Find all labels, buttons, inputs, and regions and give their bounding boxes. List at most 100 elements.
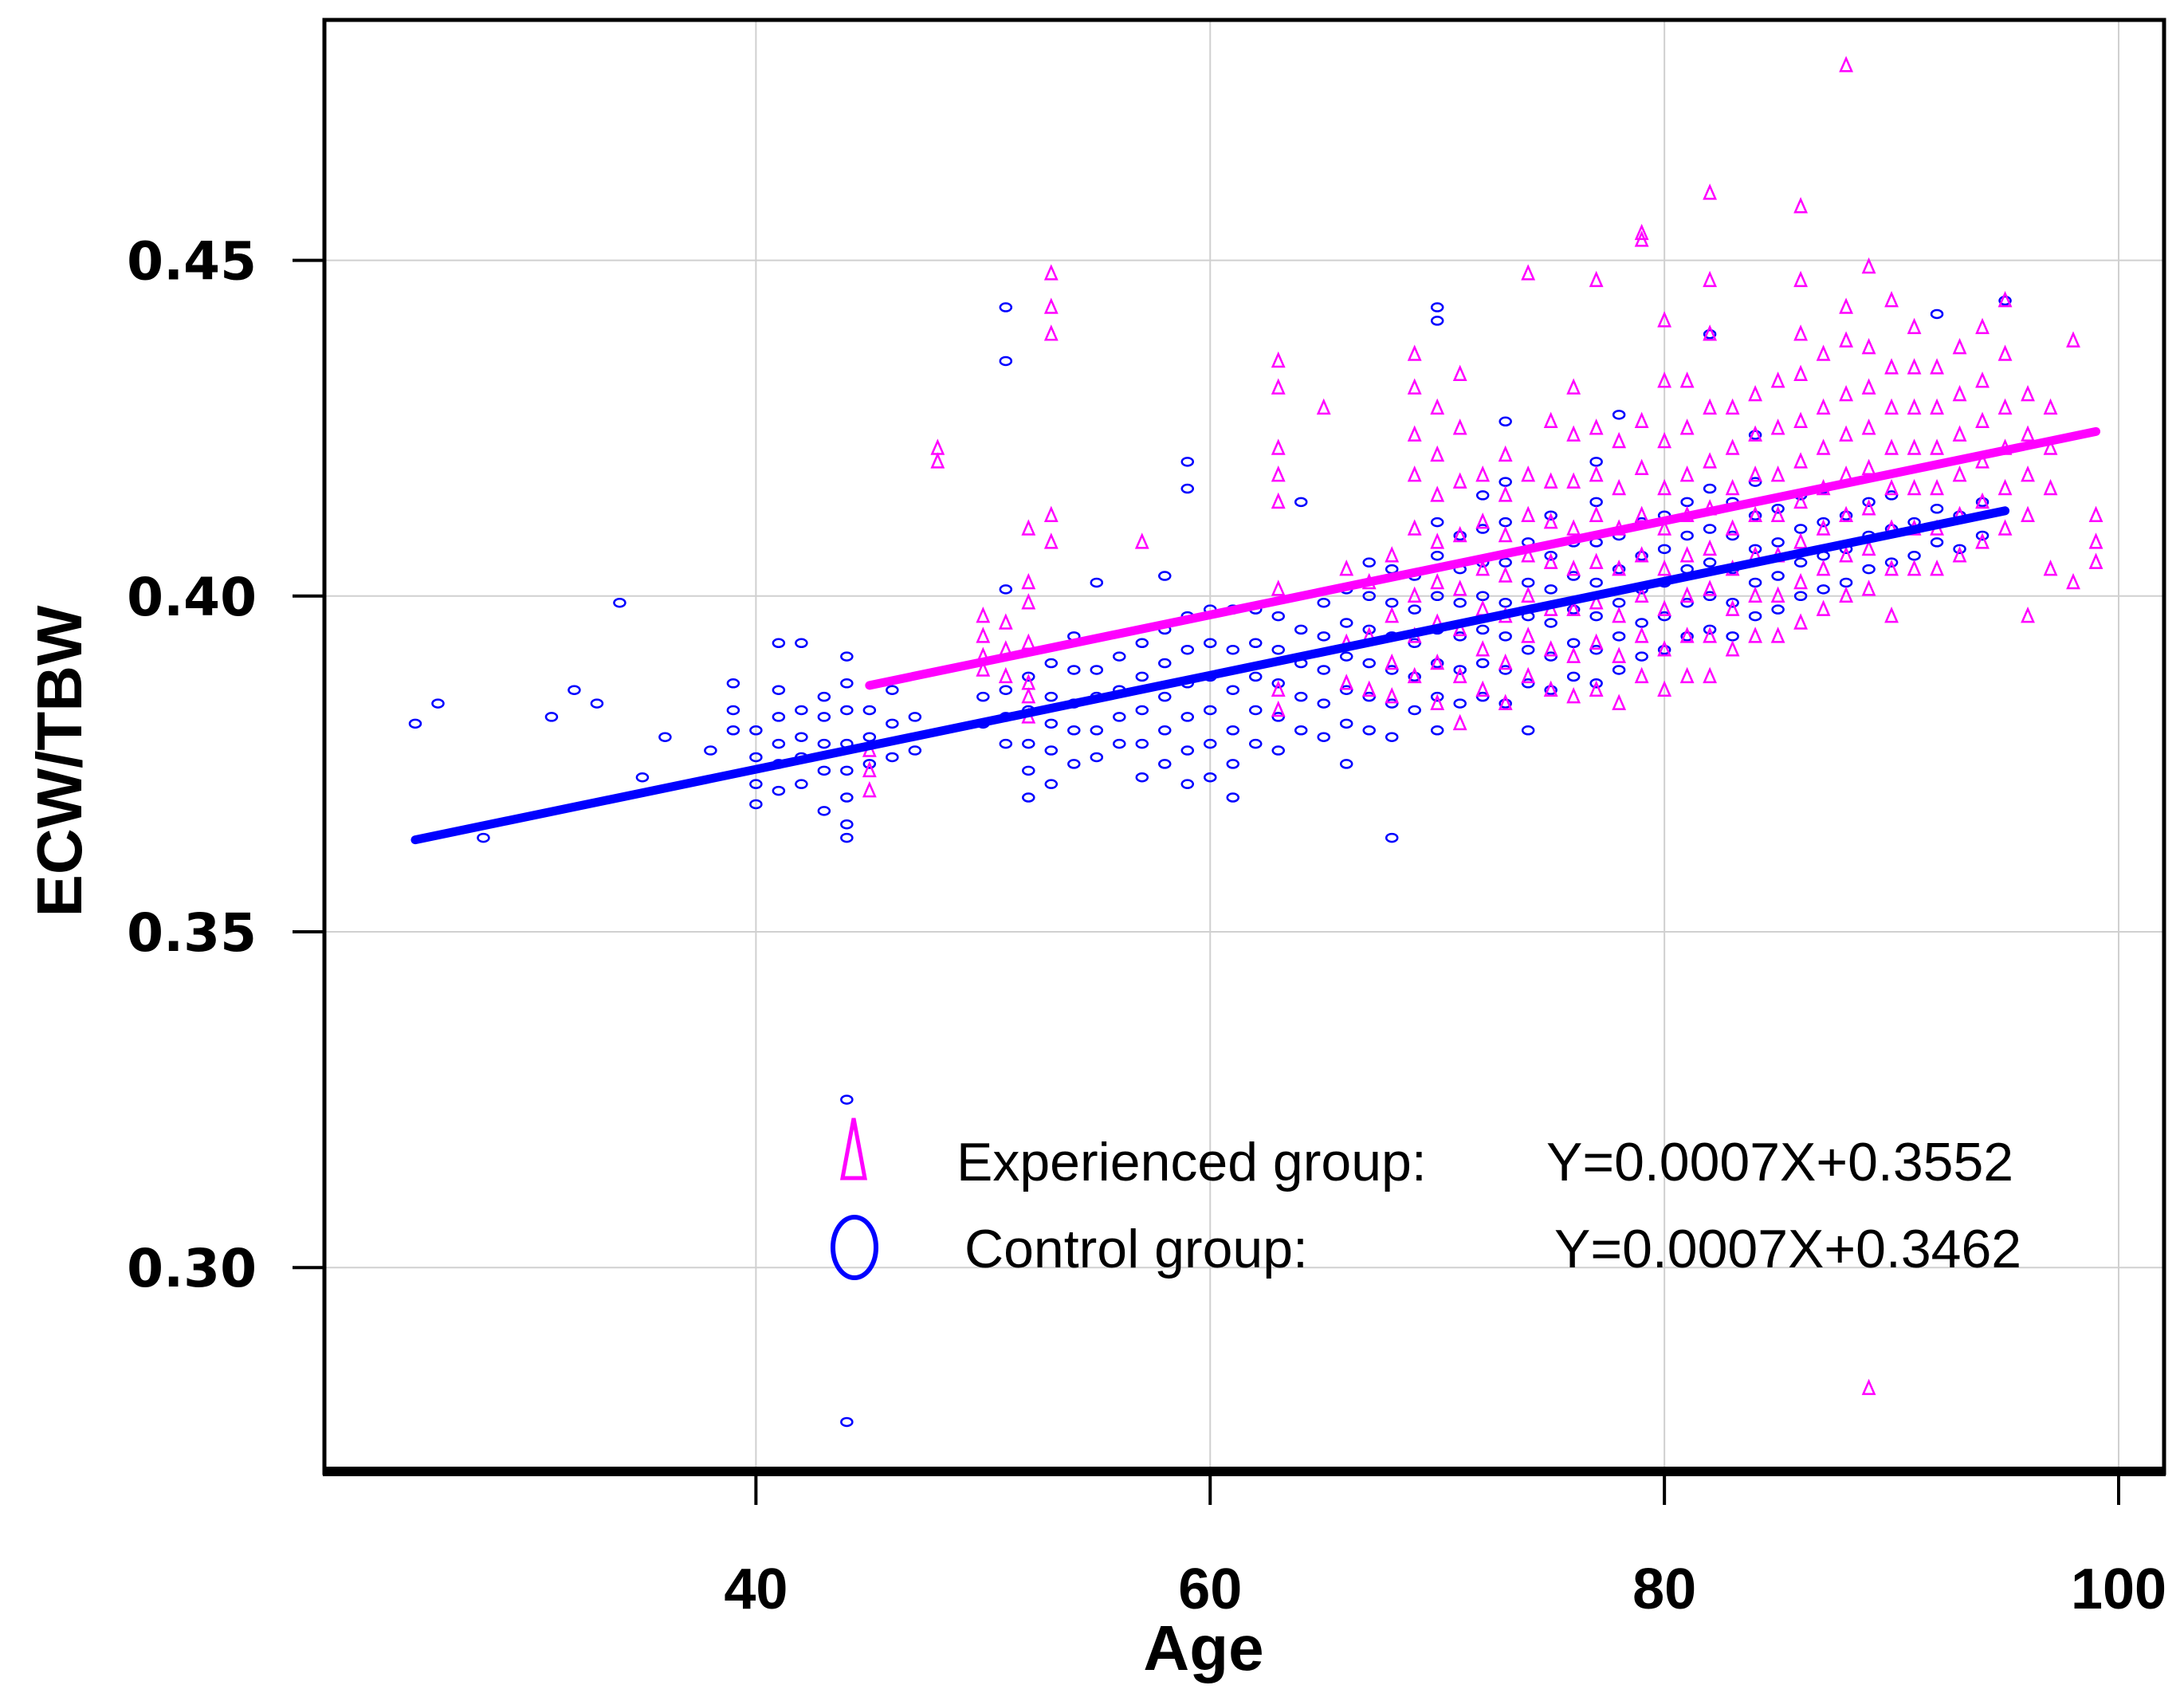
- experienced-point: [1770, 627, 1785, 643]
- experienced-point: [1839, 586, 1853, 603]
- control-point: [976, 691, 990, 702]
- experienced-point: [1703, 627, 1718, 643]
- experienced-point: [1452, 713, 1467, 731]
- experienced-point: [1566, 646, 1581, 663]
- experienced-point: [1521, 505, 1536, 522]
- control-point: [1862, 564, 1876, 575]
- experienced-point: [1703, 398, 1718, 415]
- experienced-point: [1452, 418, 1467, 435]
- experienced-point: [1952, 425, 1967, 442]
- control-point: [1362, 691, 1376, 702]
- control-point: [1408, 671, 1421, 682]
- experienced-point: [1816, 519, 1831, 536]
- experienced-point: [1703, 666, 1718, 684]
- experienced-point: [1725, 478, 1740, 496]
- experienced-point: [1521, 264, 1536, 281]
- control-point: [1362, 658, 1376, 669]
- control-point: [1453, 665, 1467, 675]
- control-point: [1339, 651, 1353, 662]
- control-point: [613, 597, 627, 608]
- control-point: [1022, 738, 1035, 749]
- control-point: [1158, 759, 1172, 769]
- control-point: [1612, 410, 1626, 420]
- control-point: [1022, 671, 1035, 682]
- experienced-point: [1816, 599, 1831, 616]
- experienced-point: [1385, 606, 1400, 623]
- experienced-point: [1657, 559, 1672, 576]
- control-point: [1385, 597, 1399, 608]
- control-point: [1248, 671, 1263, 682]
- control-point: [1499, 557, 1512, 568]
- control-point: [817, 691, 831, 702]
- control-point: [1113, 738, 1126, 749]
- control-point: [1499, 477, 1512, 487]
- experienced-point: [1043, 532, 1059, 549]
- control-point: [1998, 295, 2012, 306]
- experienced-point: [1657, 640, 1672, 657]
- experienced-point: [1930, 398, 1944, 415]
- y-tick-label: 0.30: [127, 1238, 257, 1299]
- control-point: [1430, 658, 1444, 669]
- experienced-point: [1725, 599, 1740, 616]
- control-point: [772, 685, 786, 695]
- x-tick-label: 40: [724, 1558, 788, 1621]
- control-point: [1430, 316, 1444, 326]
- experienced-point: [1975, 411, 1990, 429]
- axis-ticks: 40 60 80 100 0.30 0.35 0.40 0.45: [127, 231, 2166, 1621]
- control-point: [1566, 671, 1581, 682]
- grid: [324, 20, 2164, 1473]
- experienced-point: [1884, 438, 1899, 455]
- experienced-point: [1543, 513, 1558, 529]
- experienced-point: [1430, 653, 1445, 670]
- control-point: [1430, 691, 1444, 702]
- y-tick-label: 0.35: [127, 902, 257, 964]
- control-point: [1180, 745, 1195, 756]
- control-point: [1589, 497, 1603, 508]
- experienced-point: [1839, 331, 1853, 348]
- experienced-point: [1589, 418, 1604, 435]
- experienced-point: [976, 660, 991, 677]
- control-point: [862, 732, 877, 742]
- experienced-point: [2088, 532, 2103, 549]
- experienced-point: [1748, 627, 1763, 643]
- experienced-point: [1589, 270, 1604, 288]
- control-point: [408, 718, 422, 729]
- experienced-point: [1861, 1378, 1876, 1396]
- experienced-point: [1793, 532, 1809, 549]
- control-point: [908, 712, 922, 722]
- experienced-point: [1793, 452, 1809, 469]
- experienced-point: [1498, 525, 1513, 543]
- experienced-point: [1679, 466, 1695, 482]
- control-point: [1589, 457, 1603, 467]
- control-point: [1158, 691, 1172, 702]
- control-point: [1748, 477, 1762, 487]
- experienced-point: [1271, 438, 1286, 455]
- experienced-point: [1407, 466, 1422, 482]
- control-point: [862, 705, 877, 716]
- control-point: [1204, 638, 1217, 649]
- experienced-point: [1339, 559, 1354, 576]
- control-point: [1544, 510, 1557, 521]
- experienced-point: [1271, 378, 1286, 395]
- experienced-point: [1430, 398, 1445, 415]
- experienced-point: [1521, 586, 1536, 603]
- control-point: [1271, 644, 1285, 655]
- experienced-point: [1861, 337, 1876, 355]
- control-point: [840, 705, 854, 716]
- experienced-point: [1634, 411, 1649, 429]
- experienced-point: [1521, 546, 1536, 563]
- control-point: [1248, 738, 1263, 749]
- control-point: [1521, 725, 1535, 736]
- control-point: [840, 651, 854, 662]
- control-point: [1226, 759, 1240, 769]
- experienced-point: [1021, 633, 1036, 650]
- control-point: [1793, 524, 1808, 534]
- control-point: [1703, 591, 1717, 602]
- experienced-point: [976, 606, 991, 623]
- experienced-point: [1816, 438, 1831, 455]
- control-point: [658, 732, 672, 742]
- experienced-point: [1475, 513, 1491, 529]
- experienced-point: [1679, 586, 1695, 603]
- experienced-point: [1612, 646, 1627, 663]
- experienced-point: [1407, 344, 1422, 361]
